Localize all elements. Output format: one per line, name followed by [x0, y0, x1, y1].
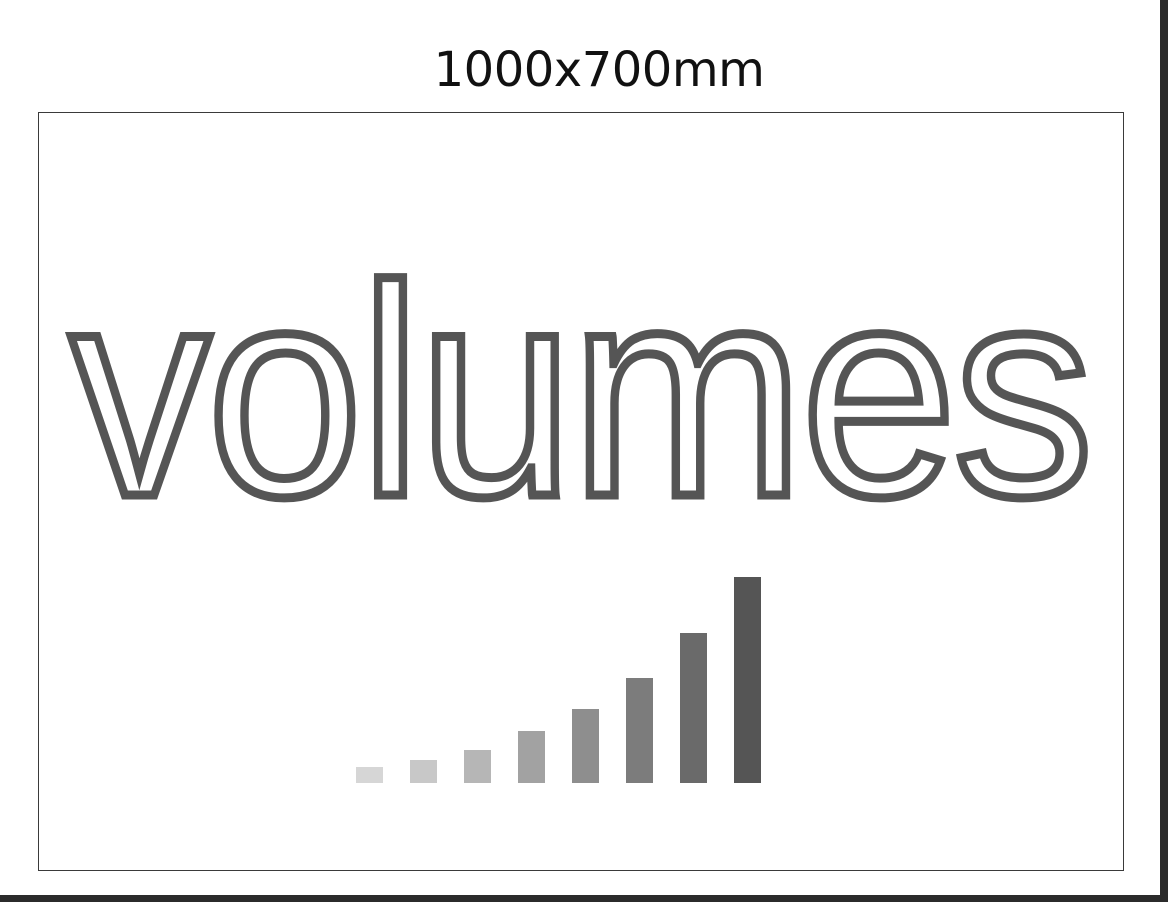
right-edge-strip	[1160, 0, 1168, 902]
level-bar-2	[410, 760, 437, 783]
dimension-label: 1000x700mm	[433, 42, 765, 98]
bottom-edge-strip	[0, 895, 1168, 902]
level-bar-4	[518, 731, 545, 783]
level-bar-3	[464, 750, 491, 783]
level-bar-1	[356, 767, 383, 783]
sign-word-text: volumes	[70, 223, 1090, 559]
level-bar-6	[626, 678, 653, 783]
volume-level-bars-icon	[356, 577, 764, 783]
level-bar-7	[680, 633, 707, 783]
level-bar-8	[734, 577, 761, 783]
sign-word: volumes	[66, 219, 1100, 564]
level-bar-5	[572, 709, 599, 783]
